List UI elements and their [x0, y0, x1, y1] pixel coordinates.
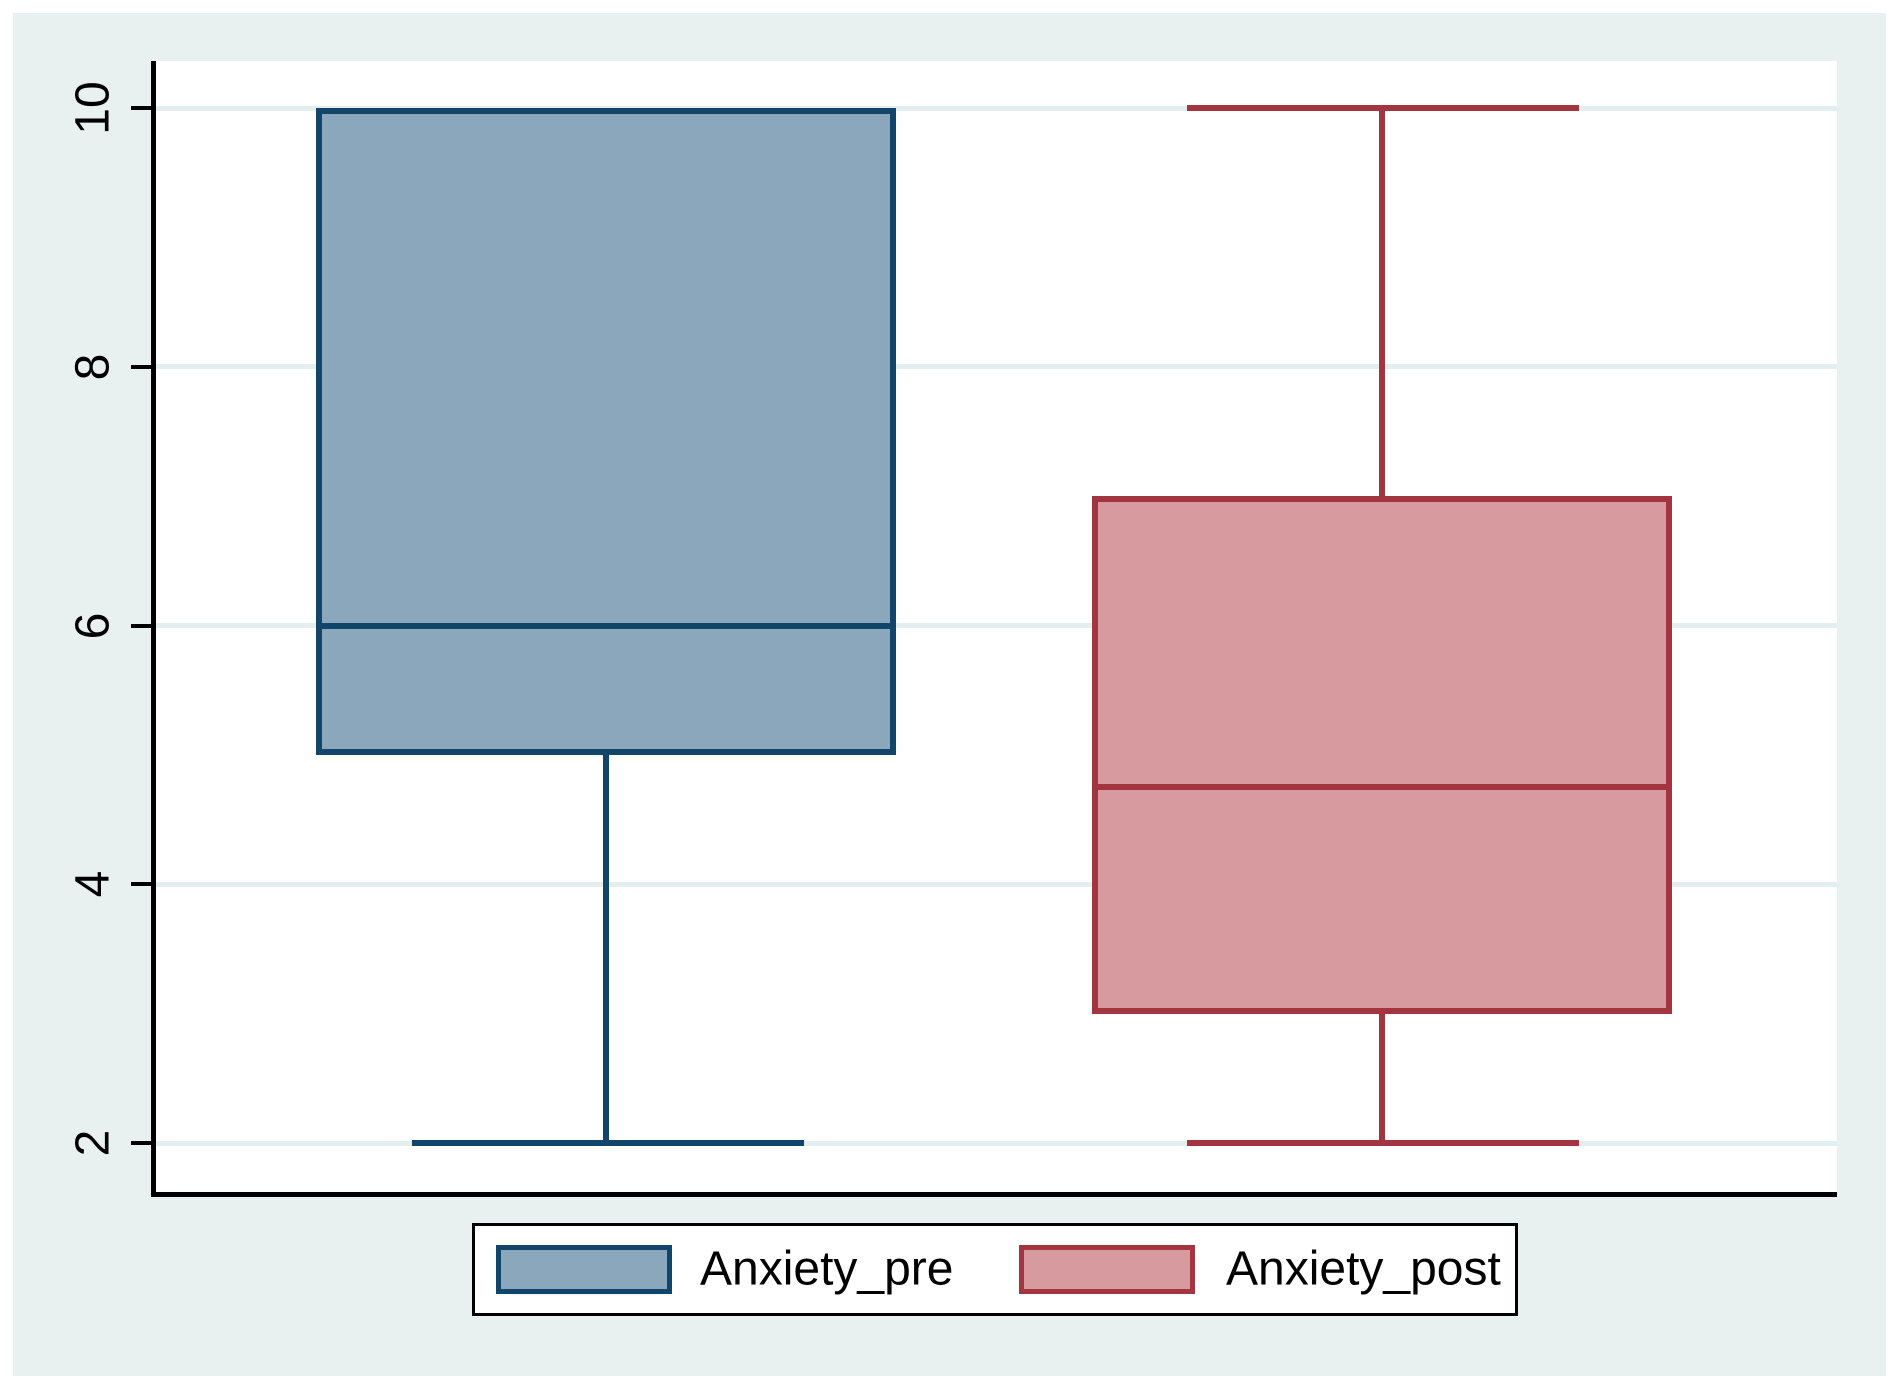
- plot-area: [152, 61, 1837, 1192]
- x-axis-line: [151, 1192, 1837, 1197]
- legend-swatch-anxiety-post: [1019, 1245, 1195, 1294]
- legend-label-anxiety-post: Anxiety_post: [1226, 1241, 1501, 1295]
- y-axis-line: [151, 61, 156, 1197]
- legend: Anxiety_pre Anxiety_post: [472, 1223, 1518, 1316]
- legend-label-anxiety-pre: Anxiety_pre: [700, 1241, 954, 1295]
- legend-swatch-anxiety-pre: [496, 1245, 672, 1294]
